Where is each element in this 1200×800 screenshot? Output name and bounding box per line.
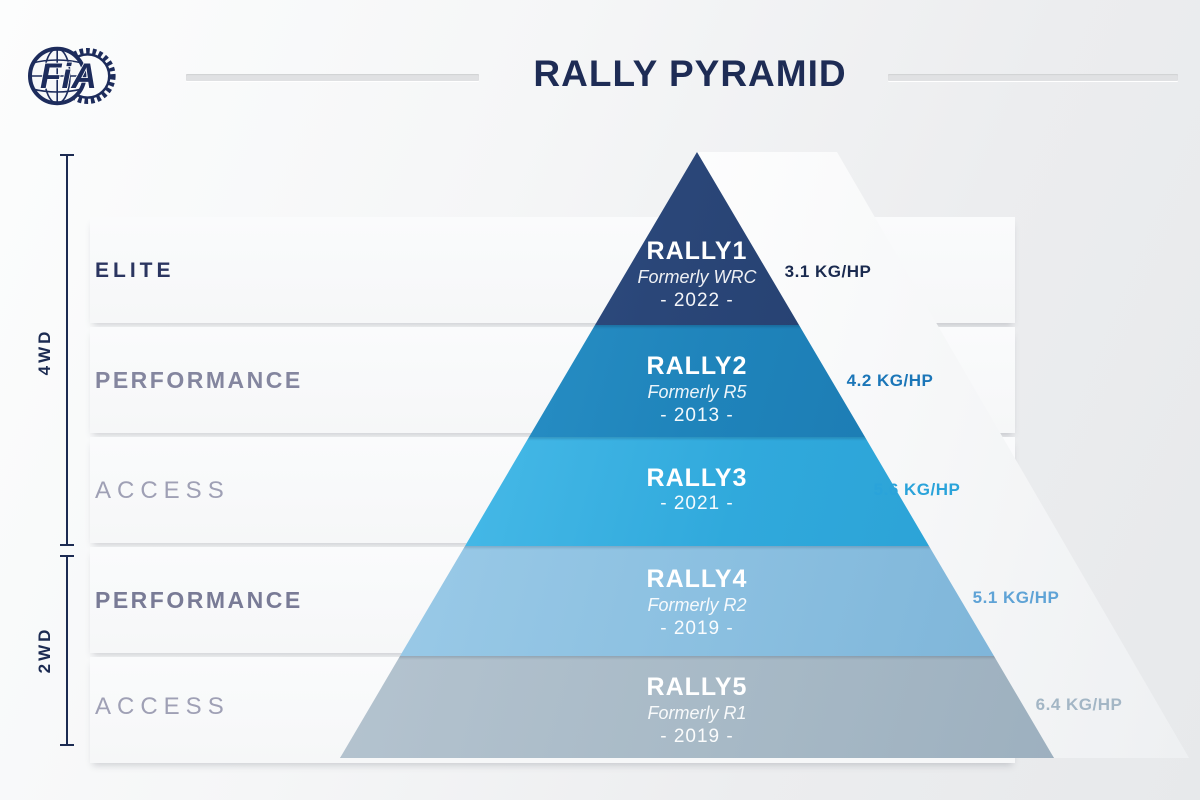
bracket-tick [60,555,74,557]
tier-name: RALLY2 [646,352,748,380]
pyramid-tier-rally3: RALLY3 - 2021 - [465,437,929,546]
bracket-tick [60,154,74,156]
tier-year: - 2019 - [660,726,734,747]
bracket-tick [60,544,74,546]
power-weight-label-rally1: 3.1 KG/HP [784,262,872,281]
title-divider-left [186,74,479,81]
category-label-access-2wd: ACCESS [95,693,230,720]
bracket-line-2wd [66,556,68,746]
tier-formerly: Formerly R1 [647,703,747,723]
tier-formerly: Formerly R5 [647,382,747,402]
power-weight-label-rally5: 6.4 KG/HP [1035,695,1123,714]
category-label-performance-4wd: PERFORMANCE [95,367,303,393]
tier-name: RALLY5 [646,673,748,701]
tier-year: - 2022 - [660,290,734,311]
tier-formerly: Formerly R2 [647,595,747,615]
axis-label-4wd: 4WD [35,328,54,376]
title-divider-right [888,74,1178,81]
tier-year: - 2021 - [660,493,734,514]
tier-name: RALLY4 [646,565,748,593]
category-label-access-4wd: ACCESS [95,477,230,504]
power-weight-label-rally4: 5.1 KG/HP [972,588,1060,607]
power-weight-label-rally2: 4.2 KG/HP [846,371,934,390]
bracket-tick [60,744,74,746]
bracket-line-4wd [66,155,68,546]
category-label-performance-2wd: PERFORMANCE [95,587,303,613]
tier-year: - 2013 - [660,405,734,426]
tier-year: - 2019 - [660,618,734,639]
fia-logo: FiA [28,46,116,106]
category-label-elite: ELITE [95,259,175,282]
tier-formerly: Formerly WRC [637,267,757,287]
power-weight-label-rally3: 5.6 KG/HP [873,480,961,499]
fia-logo-text: FiA [40,57,97,96]
pyramid-tier-rally4: RALLY4 Formerly R2 - 2019 - [400,546,994,656]
tier-name: RALLY1 [646,237,748,265]
pyramid-tier-rally5: RALLY5 Formerly R1 - 2019 - [340,656,1054,758]
pyramid-tier-rally2: RALLY2 Formerly R5 - 2013 - [529,325,865,437]
tier-name: RALLY3 [646,464,748,492]
axis-label-2wd: 2WD [35,626,54,674]
page-title: RALLY PYRAMID [533,53,847,94]
globe-icon [28,46,87,106]
